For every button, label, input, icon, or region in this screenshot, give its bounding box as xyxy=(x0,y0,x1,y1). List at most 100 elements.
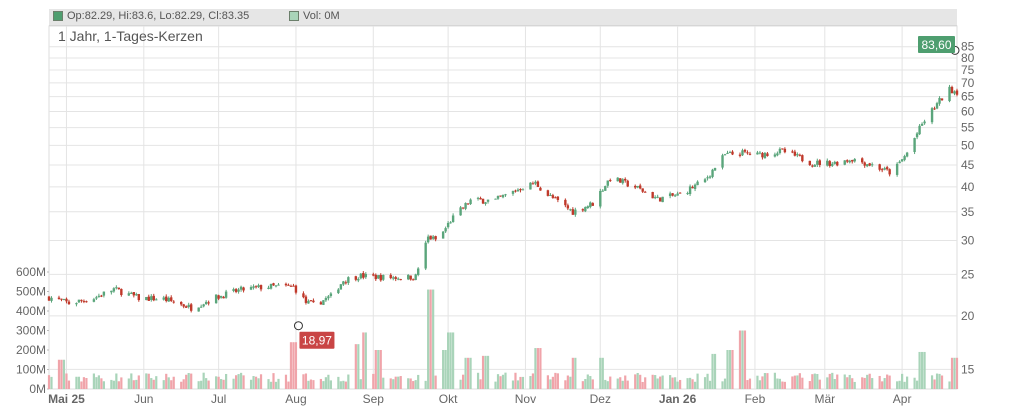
candle-body xyxy=(434,236,437,240)
candle-body xyxy=(322,300,325,305)
volume-bar xyxy=(886,374,889,389)
volume-bar xyxy=(312,380,315,389)
candle-body xyxy=(554,197,557,199)
candle-body xyxy=(626,180,629,187)
volume-bar xyxy=(202,372,205,389)
candle-body xyxy=(359,273,363,279)
candle-body xyxy=(634,185,637,188)
candle-body xyxy=(811,165,814,167)
volume-bar xyxy=(424,380,427,389)
candle-body xyxy=(444,228,447,232)
volume-bar xyxy=(801,377,804,389)
volume-bar xyxy=(62,359,66,389)
candle-body xyxy=(851,160,854,162)
volume-bar xyxy=(329,380,332,389)
candle-body xyxy=(880,169,884,171)
volume-bar xyxy=(923,351,926,389)
candle-body xyxy=(773,154,777,157)
volume-legend-text: Vol: 0M xyxy=(303,10,340,22)
candle-body xyxy=(955,90,959,95)
volume-bar xyxy=(170,380,173,389)
volume-bar xyxy=(407,378,410,389)
volume-bar xyxy=(167,377,170,389)
ohlc-legend: Op:82.29, Hi:83.6, Lo:82.29, Cl:83.35 xyxy=(53,10,249,22)
volume-bar xyxy=(549,379,552,389)
volume-tick-label: 200M xyxy=(16,343,46,357)
volume-bar xyxy=(150,378,153,389)
candle-body xyxy=(601,190,604,192)
candle-body xyxy=(222,296,225,299)
volume-bar xyxy=(272,373,275,389)
volume-bar xyxy=(566,375,569,389)
volume-bar xyxy=(624,375,627,389)
volume-bar xyxy=(708,380,712,389)
candle-body xyxy=(599,190,602,207)
candle-body xyxy=(284,283,288,286)
volume-bar xyxy=(185,374,188,389)
candle-body xyxy=(738,154,742,156)
volume-bar xyxy=(813,373,816,389)
candle-body xyxy=(92,299,96,302)
candle-body xyxy=(204,301,208,305)
candle-body xyxy=(202,304,205,307)
volume-bar xyxy=(828,373,831,389)
candle-body xyxy=(397,278,400,280)
volume-bar xyxy=(486,355,490,389)
candle-body xyxy=(170,297,173,301)
candle-body xyxy=(77,299,81,303)
candle-body xyxy=(828,161,831,166)
volume-bar xyxy=(798,373,801,389)
volume-bar xyxy=(97,375,100,389)
candle-body xyxy=(249,287,253,290)
volume-bar xyxy=(703,377,707,389)
volume-bar xyxy=(414,380,417,389)
volume-bar xyxy=(621,380,624,389)
candle-body xyxy=(414,274,417,280)
volume-bar xyxy=(269,381,273,389)
volume-bar xyxy=(469,357,472,389)
price-tick-label: 50 xyxy=(961,138,975,152)
volume-bar xyxy=(132,380,135,389)
volume-bar xyxy=(399,376,402,389)
volume-bar xyxy=(851,378,854,389)
candle-body xyxy=(531,183,535,185)
candle-body xyxy=(920,123,924,126)
volume-bar xyxy=(766,373,769,389)
volume-bar xyxy=(748,378,752,389)
candle-body xyxy=(429,235,432,240)
candle-body xyxy=(65,298,68,302)
volume-bar xyxy=(130,373,133,389)
volume-bar xyxy=(853,381,856,389)
candle-body xyxy=(721,155,724,168)
volume-bar xyxy=(601,357,604,389)
candle-body xyxy=(147,296,150,301)
candle-body xyxy=(132,292,136,296)
candle-body xyxy=(918,125,921,135)
volume-bar xyxy=(696,373,699,389)
candle-body xyxy=(723,154,727,156)
volume-bar xyxy=(950,357,954,389)
volume-bar xyxy=(249,379,253,389)
candle-body xyxy=(112,288,116,292)
candle-body xyxy=(392,277,395,279)
candle-body xyxy=(833,161,836,164)
volume-bar xyxy=(644,377,647,389)
candle-body xyxy=(783,148,787,153)
volume-bar xyxy=(783,381,786,389)
volume-bar xyxy=(584,379,587,389)
volume-bar xyxy=(145,373,148,389)
volume-bar xyxy=(721,381,724,389)
volume-bar xyxy=(412,381,415,389)
price-tick-label: 75 xyxy=(961,63,975,77)
candle-body xyxy=(324,298,328,301)
volume-bar xyxy=(57,359,61,389)
volume-bar xyxy=(319,378,323,389)
candle-body xyxy=(459,207,462,216)
volume-bar xyxy=(409,378,412,389)
volume-bar xyxy=(626,380,629,389)
volume-bar xyxy=(659,376,662,389)
volume-bar xyxy=(60,359,63,389)
volume-bar xyxy=(501,374,505,389)
ohlc-swatch-icon xyxy=(53,11,63,22)
